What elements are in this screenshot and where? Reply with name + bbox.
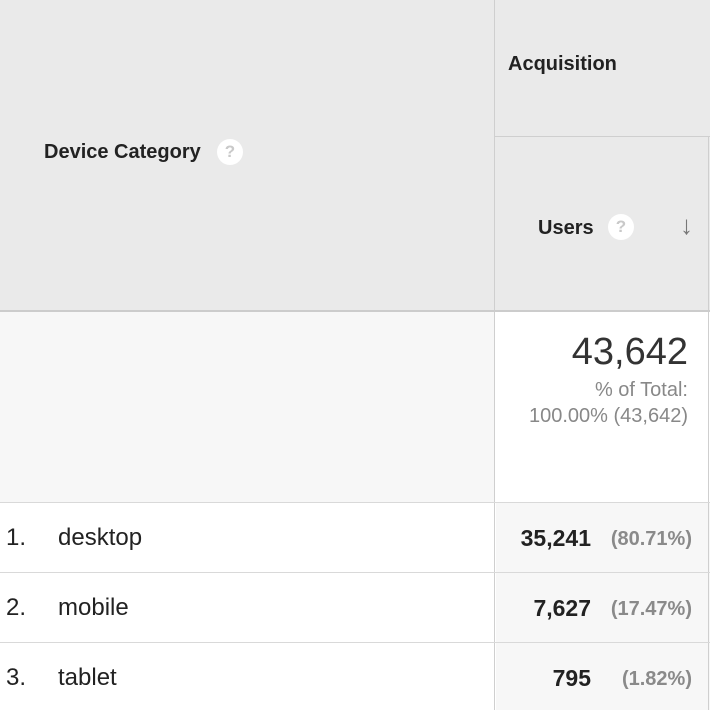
table-row-tablet-metric-cell [496,643,710,710]
users-percent: (80.71%) [610,528,692,550]
device-link-mobile[interactable]: mobile [58,594,129,621]
users-value: 7,627 [533,595,591,621]
row-number: 2. [6,594,27,621]
header-group-divider [495,136,710,137]
sort-descending-arrow-icon[interactable]: ↓ [680,210,693,240]
totals-value-cell [496,312,710,502]
device-link-desktop[interactable]: desktop [58,524,143,551]
users-value: 35,241 [520,525,591,551]
acquisition-group-header [495,0,710,137]
row-number: 3. [6,664,27,691]
row-divider [0,572,710,573]
table-right-border [708,137,709,710]
device-link-tablet[interactable]: tablet [58,664,117,691]
users-percent: (1.82%) [621,668,692,690]
table-row-desktop-metric-cell [496,503,710,573]
total-users-value: 43,642 [571,331,688,373]
row-divider [0,642,710,643]
total-percent-detail: 100.00% (43,642) [528,405,688,427]
totals-label-cell [0,312,495,502]
users-help-icon[interactable]: ? [608,214,634,240]
table-row-mobile-metric-cell [496,573,710,643]
acquisition-header-label: Acquisition [508,53,617,75]
users-value: 795 [552,665,591,691]
users-column-header[interactable] [495,137,710,311]
row-divider [0,502,710,503]
device-category-help-icon[interactable]: ? [217,139,243,165]
header-bottom-border [0,310,710,312]
device-category-header-label: Device Category [44,141,201,163]
users-percent: (17.47%) [610,598,692,620]
row-number: 1. [6,524,27,551]
total-percent-label: % of Total: [594,379,688,401]
dimension-header-cell [0,0,495,311]
users-header-label[interactable]: Users [538,217,594,239]
column-divider [494,0,495,710]
